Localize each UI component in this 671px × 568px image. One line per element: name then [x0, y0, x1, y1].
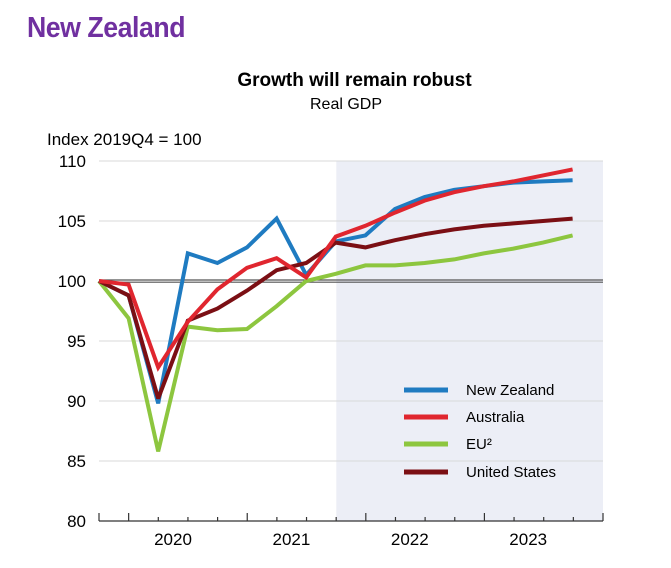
y-tick-label: 90 [67, 392, 86, 411]
y-tick-label: 80 [67, 512, 86, 531]
x-tick-label: 2022 [391, 530, 429, 549]
country-heading: New Zealand [27, 12, 186, 44]
legend-label: Australia [466, 409, 525, 426]
chart-title: Growth will remain robust [237, 70, 472, 91]
legend-item: United States [404, 464, 556, 481]
legend-item: New Zealand [404, 382, 554, 399]
x-tick-label: 2021 [272, 530, 310, 549]
legend-label: United States [466, 464, 556, 481]
legend-item: EU² [404, 436, 492, 453]
series-australia [98, 167, 573, 372]
y-tick-label: 110 [59, 152, 86, 171]
legend-label: New Zealand [466, 382, 554, 399]
x-tick-label: 2023 [509, 530, 547, 549]
y-tick-label: 85 [67, 452, 86, 471]
y-tick-label: 100 [58, 272, 86, 291]
legend-item: Australia [404, 409, 525, 426]
x-tick-label: 2020 [154, 530, 192, 549]
y-tick-label: 105 [58, 212, 86, 231]
y-tick-label: 95 [67, 332, 86, 351]
chart-subtitle: Real GDP [309, 96, 383, 113]
y-axis-label: Index 2019Q4 = 100 [47, 130, 202, 149]
legend-label: EU² [466, 436, 492, 453]
